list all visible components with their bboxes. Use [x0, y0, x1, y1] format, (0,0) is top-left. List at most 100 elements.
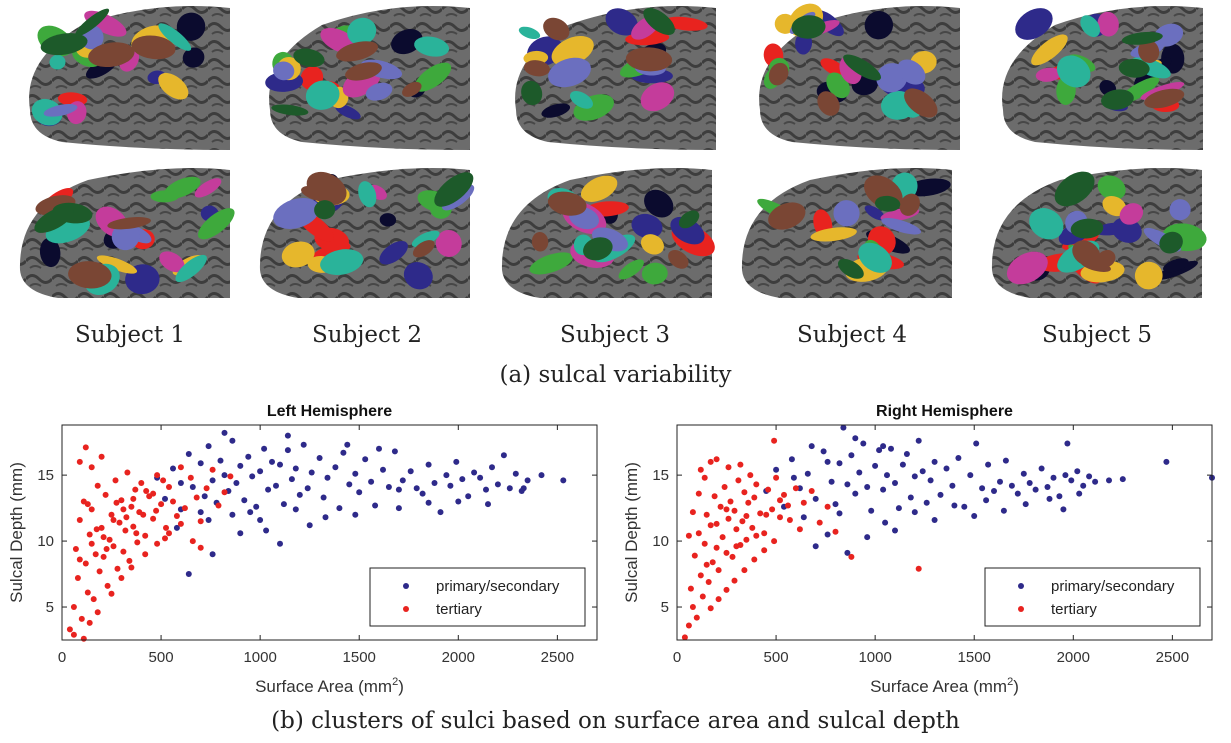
data-point	[494, 481, 501, 488]
sulcus-label-region	[1119, 203, 1144, 225]
data-point	[134, 539, 141, 546]
data-point	[707, 458, 714, 465]
data-point	[308, 469, 315, 476]
sulcus-label-region	[1097, 249, 1116, 268]
legend-label: primary/secondary	[436, 578, 560, 595]
data-point	[919, 468, 926, 475]
data-point	[203, 485, 210, 492]
sulcus-label-region	[864, 205, 886, 221]
y-tick-label: 15	[37, 467, 54, 484]
sulcus-label-region	[379, 213, 397, 227]
data-point	[856, 469, 863, 476]
data-point	[844, 481, 851, 488]
data-point	[695, 530, 702, 537]
data-point	[880, 443, 887, 450]
data-point	[788, 456, 795, 463]
data-point	[1062, 472, 1069, 479]
data-point	[723, 506, 730, 513]
data-point	[173, 524, 180, 531]
data-point	[130, 523, 137, 530]
data-point	[749, 524, 756, 531]
data-point	[132, 486, 139, 493]
data-point	[864, 484, 871, 490]
sulcus-label-region	[820, 58, 846, 76]
data-point	[808, 488, 815, 494]
brain-inflated-5	[991, 167, 1207, 298]
data-point	[170, 498, 176, 505]
data-point	[693, 614, 700, 621]
data-point	[860, 440, 867, 447]
data-point	[689, 604, 696, 610]
series-primary-secondary	[154, 429, 567, 577]
data-point	[185, 451, 192, 457]
brain-lateral-1	[29, 6, 230, 150]
brain-surface-panels	[19, 3, 1207, 298]
data-point	[209, 466, 216, 473]
plot-frame	[676, 424, 1213, 641]
brain-inflated-3	[501, 167, 715, 298]
data-point	[280, 501, 287, 508]
data-point	[691, 552, 698, 559]
data-point	[292, 506, 299, 513]
caption-a: (a) sulcal variability	[499, 362, 732, 388]
data-point	[320, 494, 327, 501]
data-point	[113, 499, 120, 506]
data-point	[108, 511, 115, 518]
data-point	[1064, 440, 1071, 447]
data-point	[729, 553, 736, 560]
data-point	[812, 543, 819, 550]
data-point	[1020, 470, 1027, 477]
data-point	[74, 575, 81, 581]
sulcus-label-region	[1006, 251, 1048, 285]
legend-label: tertiary	[436, 601, 482, 618]
x-tick-label: 2000	[442, 649, 475, 666]
data-point	[112, 477, 119, 484]
data-point	[715, 596, 722, 603]
sulcus-label-region	[543, 17, 570, 41]
sulcus-label-region	[518, 26, 541, 40]
y-tick-label: 5	[46, 599, 54, 616]
brain-lateral-5	[1002, 6, 1203, 150]
sulcus-label-region	[548, 57, 591, 88]
sulcus-label-region	[347, 17, 377, 46]
data-point	[80, 635, 87, 642]
data-point	[792, 485, 799, 492]
sulcus-label-region	[529, 252, 573, 275]
sulcus-label-region	[96, 255, 138, 274]
data-point	[1086, 473, 1093, 480]
data-point	[153, 507, 160, 514]
data-point	[380, 466, 386, 473]
data-point	[344, 441, 351, 448]
data-point	[425, 461, 432, 468]
data-point	[1046, 495, 1053, 502]
sulcus-label-region	[531, 231, 549, 252]
data-point	[911, 473, 918, 480]
sulcus-label-region	[1097, 175, 1126, 201]
sulcus-label-region	[88, 42, 135, 68]
data-point	[395, 486, 402, 493]
sulcus-label-region	[305, 80, 340, 110]
chart-title: Left Hemisphere	[267, 403, 392, 420]
legend-marker	[403, 606, 409, 612]
data-point	[92, 551, 99, 558]
data-point	[197, 518, 204, 525]
y-tick-label: 10	[37, 533, 54, 550]
data-point	[94, 609, 101, 616]
data-point	[506, 485, 513, 492]
sulcus-label-region	[1080, 15, 1101, 38]
data-point	[800, 514, 807, 521]
data-point	[76, 458, 83, 465]
data-point	[1119, 476, 1126, 483]
sulcus-label-region	[306, 171, 347, 206]
sulcus-label-region	[182, 47, 205, 68]
data-point	[1106, 477, 1112, 484]
data-point	[824, 458, 831, 465]
data-point	[84, 501, 91, 508]
brain-lateral-4	[759, 3, 960, 150]
data-point	[124, 469, 131, 476]
data-point	[76, 556, 83, 563]
data-point	[840, 424, 847, 431]
data-point	[88, 540, 95, 547]
data-point	[154, 472, 161, 479]
data-point	[685, 622, 692, 629]
